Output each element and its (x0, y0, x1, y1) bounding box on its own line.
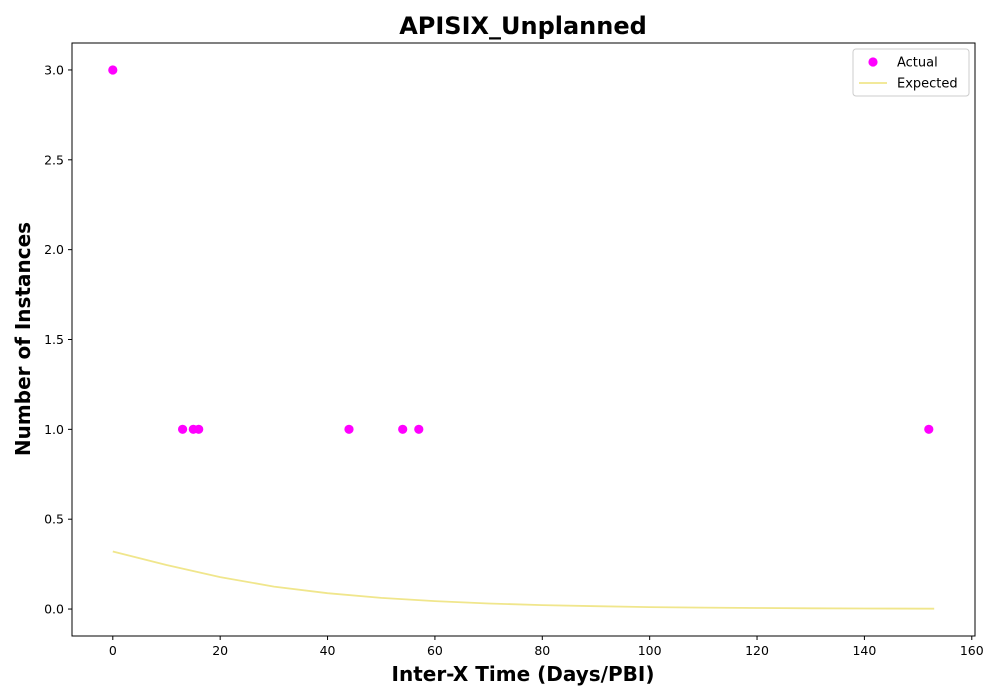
y-tick-label: 3.0 (44, 62, 64, 77)
x-tick-label: 40 (320, 643, 336, 658)
actual-point (924, 424, 934, 434)
legend-box (852, 48, 970, 97)
actual-point (344, 424, 354, 434)
actual-point (178, 424, 188, 434)
x-axis: 0 20 40 60 80 100 120 140 160 (109, 636, 984, 658)
y-tick-label: 2.0 (44, 242, 64, 257)
x-tick-label: 120 (745, 643, 769, 658)
y-tick-label: 2.5 (44, 152, 64, 167)
x-tick-label: 20 (212, 643, 228, 658)
y-axis-title: Number of Instances (11, 222, 35, 456)
x-tick-label: 60 (427, 643, 443, 658)
y-tick-label: 1.5 (44, 332, 64, 347)
x-axis-title: Inter-X Time (Days/PBI) (392, 662, 655, 686)
actual-point (194, 424, 204, 434)
actual-point (398, 424, 408, 434)
expected-line (112, 550, 935, 610)
actual-point (108, 65, 118, 75)
y-tick-label: 1.0 (44, 422, 64, 437)
legend-entry-label: Expected (897, 77, 958, 92)
actual-point (414, 424, 424, 434)
chart-title: APISIX_Unplanned (399, 12, 647, 40)
plot-frame (71, 42, 976, 637)
y-tick-label: 0.0 (44, 602, 64, 617)
y-tick-label: 0.5 (44, 512, 64, 527)
y-axis: 0.0 0.5 1.0 1.5 2.0 2.5 3.0 (44, 62, 72, 617)
x-tick-label: 160 (960, 643, 984, 658)
x-tick-label: 100 (638, 643, 662, 658)
x-tick-label: 140 (852, 643, 876, 658)
legend: Actual Expected (852, 48, 970, 97)
plot-area (71, 42, 976, 637)
x-tick-label: 80 (534, 643, 550, 658)
legend-marker-swatch (868, 57, 878, 67)
x-tick-label: 0 (109, 643, 117, 658)
legend-entry-label: Actual (897, 56, 938, 71)
